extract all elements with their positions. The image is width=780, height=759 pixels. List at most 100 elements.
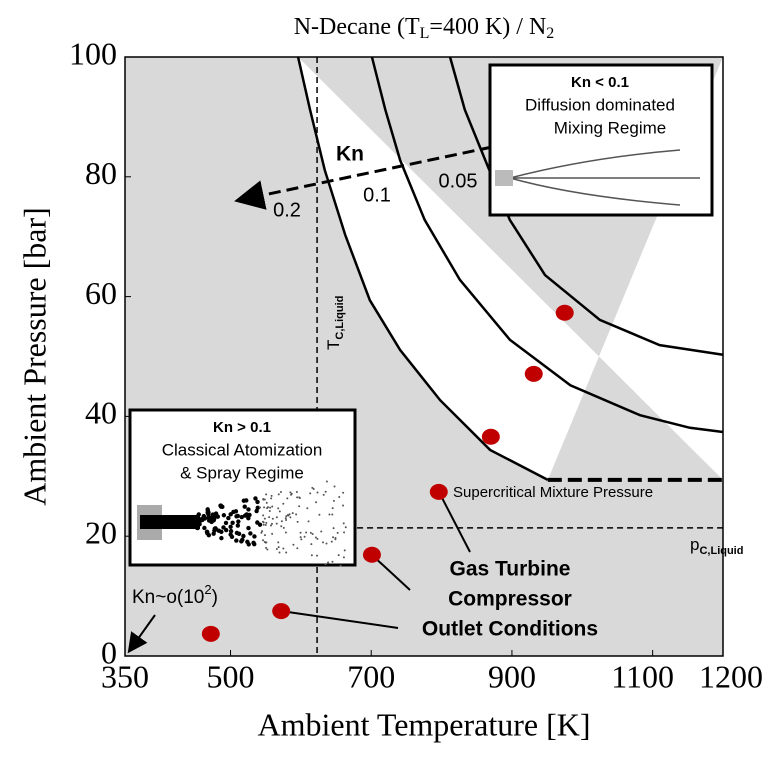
spray-droplet bbox=[215, 514, 220, 519]
spray-droplet bbox=[307, 520, 310, 523]
knudsen-curve bbox=[448, 56, 724, 356]
knudsen-curve bbox=[370, 56, 724, 434]
inset-text: Kn > 0.1 bbox=[213, 419, 271, 436]
x-tick-label: 900 bbox=[488, 658, 536, 694]
spray-droplet bbox=[284, 517, 287, 520]
spray-droplet bbox=[310, 554, 313, 557]
spray-droplet bbox=[194, 514, 200, 519]
spray-droplet bbox=[277, 541, 280, 544]
spray-droplet bbox=[228, 532, 233, 537]
y-axis-label: Ambient Pressure [bar] bbox=[16, 207, 52, 506]
spray-droplet bbox=[260, 531, 263, 534]
spray-droplet bbox=[342, 522, 345, 525]
inset-text: Mixing Regime bbox=[554, 118, 666, 137]
spray-droplet bbox=[239, 514, 244, 520]
jet-sketch bbox=[495, 149, 700, 206]
spray-droplet bbox=[296, 520, 299, 523]
spray-droplet bbox=[298, 505, 301, 508]
spray-droplet bbox=[270, 494, 273, 497]
title-part: 2 bbox=[546, 25, 554, 42]
spray-droplet bbox=[239, 539, 244, 544]
spray-droplet bbox=[282, 547, 285, 550]
spray-droplet bbox=[280, 525, 283, 528]
spray-droplet bbox=[312, 487, 315, 490]
x-tick-label: 1200 bbox=[699, 658, 763, 694]
symbol: p bbox=[690, 535, 699, 554]
spray-droplet bbox=[261, 520, 264, 523]
spray-droplet bbox=[278, 510, 281, 513]
operating-point bbox=[524, 365, 543, 382]
spray-droplet bbox=[205, 510, 210, 515]
spray-droplet bbox=[265, 541, 268, 544]
spray-droplet bbox=[325, 480, 328, 483]
spray-droplet bbox=[251, 540, 256, 546]
spray-droplet bbox=[204, 529, 210, 535]
spray-droplet bbox=[285, 515, 288, 518]
spray-droplet bbox=[311, 533, 314, 536]
spray-droplet bbox=[236, 519, 241, 524]
spray-droplet bbox=[295, 513, 298, 516]
inset-text: Kn < 0.1 bbox=[571, 74, 629, 91]
spray-droplet bbox=[228, 528, 234, 534]
operating-point bbox=[481, 428, 500, 445]
spray-droplet bbox=[286, 497, 289, 500]
spray-droplet bbox=[261, 530, 264, 533]
y-tick-label: 40 bbox=[85, 395, 117, 431]
spray-droplet bbox=[300, 538, 303, 541]
y-tick-label: 20 bbox=[85, 515, 117, 551]
spray-droplet bbox=[322, 493, 325, 496]
spray-droplet bbox=[277, 493, 280, 496]
spray-droplet bbox=[218, 503, 224, 508]
spray-droplet bbox=[316, 537, 319, 540]
spray-droplet bbox=[241, 533, 246, 539]
spray-droplet bbox=[224, 527, 229, 533]
spray-droplet bbox=[331, 507, 334, 510]
spray-droplet bbox=[221, 525, 226, 530]
kn-label: Kn bbox=[336, 143, 364, 166]
spray-droplet bbox=[262, 523, 265, 526]
spray-droplet bbox=[202, 525, 207, 531]
spray-droplet bbox=[284, 531, 287, 534]
spray-droplet bbox=[309, 531, 312, 534]
spray-droplet bbox=[265, 501, 268, 504]
spray-droplet bbox=[342, 504, 345, 507]
spray-droplet bbox=[289, 491, 292, 494]
spray-droplet bbox=[252, 534, 257, 539]
spray-droplet bbox=[271, 517, 274, 520]
kn-limit-part: ) bbox=[212, 587, 218, 608]
spray-droplet bbox=[325, 542, 328, 545]
inset-frame bbox=[488, 63, 714, 217]
spray-droplet bbox=[277, 507, 280, 510]
spray-droplet bbox=[314, 536, 317, 539]
operating-label: Compressor bbox=[448, 588, 572, 611]
spray-droplet bbox=[242, 504, 247, 509]
spray-droplet bbox=[296, 496, 299, 499]
spray-droplet bbox=[228, 524, 233, 530]
plot-frame bbox=[124, 56, 724, 657]
spray-droplet bbox=[253, 496, 258, 501]
spray-droplet bbox=[316, 554, 319, 557]
spray-droplet bbox=[263, 498, 266, 501]
spray-droplet bbox=[235, 523, 241, 528]
x-tick-label: 700 bbox=[347, 658, 395, 694]
spray-droplet bbox=[285, 551, 288, 554]
spray-droplet bbox=[246, 525, 251, 531]
spray-droplet bbox=[248, 531, 253, 536]
spray-droplet bbox=[246, 507, 251, 512]
spray-droplet bbox=[231, 509, 236, 515]
y-tick-label: 0 bbox=[101, 634, 117, 670]
spray-droplet bbox=[206, 518, 212, 523]
spray-droplet bbox=[263, 506, 266, 509]
spray-droplet bbox=[305, 531, 308, 534]
operating-point bbox=[272, 603, 291, 620]
spray-droplet bbox=[327, 561, 330, 564]
y-tick-label: 80 bbox=[85, 155, 117, 191]
subscript: C,Liquid bbox=[334, 296, 346, 340]
spray-droplet bbox=[331, 560, 334, 563]
spray-droplet bbox=[255, 520, 260, 525]
spray-droplet bbox=[311, 486, 314, 489]
spray-droplet bbox=[255, 499, 260, 505]
spray-droplet bbox=[277, 546, 280, 549]
spray-droplet bbox=[332, 499, 335, 502]
spray-droplet bbox=[320, 530, 323, 533]
